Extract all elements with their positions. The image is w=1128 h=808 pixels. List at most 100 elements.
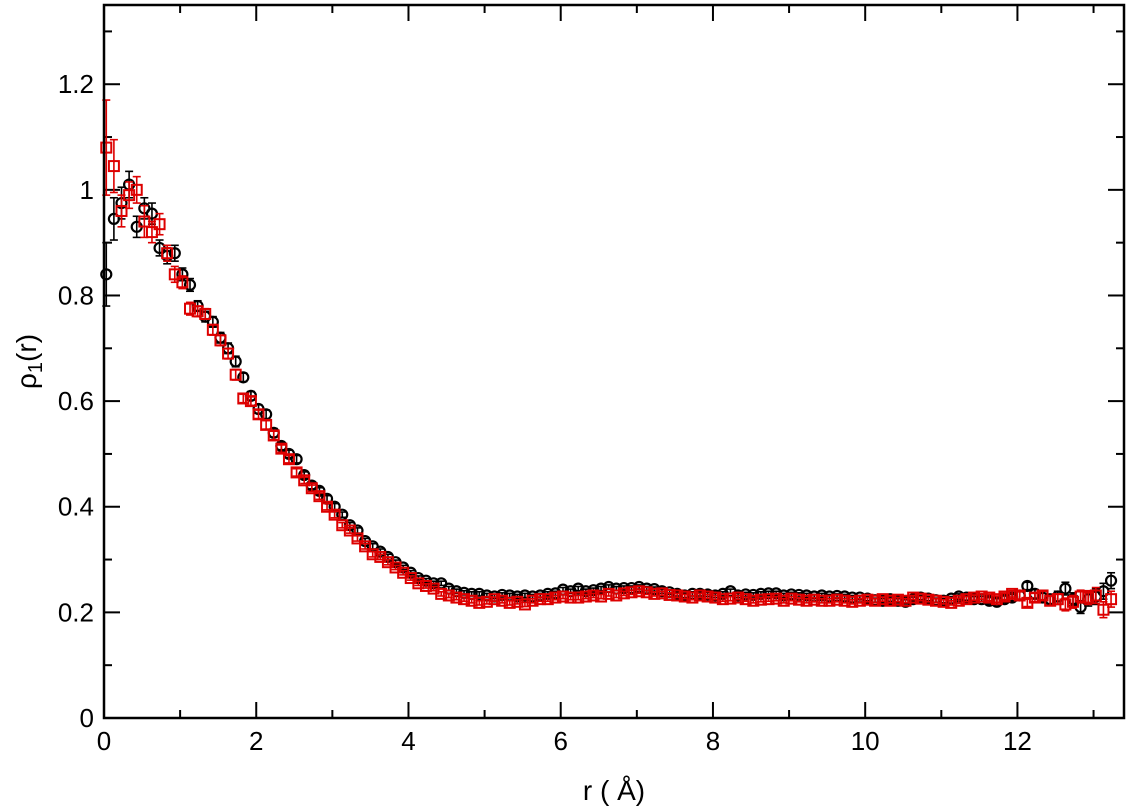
data-point-square bbox=[617, 587, 630, 600]
data-point-square bbox=[1089, 589, 1102, 602]
data-point-square bbox=[884, 594, 897, 607]
data-point-circle bbox=[290, 453, 303, 466]
data-point-square bbox=[1013, 589, 1026, 602]
data-point-square bbox=[983, 591, 996, 604]
data-point-square bbox=[762, 593, 775, 606]
x-tick-label: 0 bbox=[97, 726, 111, 756]
data-point-square bbox=[321, 500, 334, 513]
data-point-square bbox=[244, 395, 257, 408]
data-point-square bbox=[808, 593, 821, 606]
data-point-square bbox=[968, 591, 981, 604]
data-point-square bbox=[800, 594, 813, 607]
data-point-square bbox=[937, 595, 950, 608]
data-point-square bbox=[792, 593, 805, 606]
data-point-square bbox=[823, 594, 836, 607]
ticks bbox=[103, 5, 1124, 719]
data-point-square bbox=[184, 302, 197, 315]
data-point-square bbox=[534, 593, 547, 606]
data-point-square bbox=[1059, 598, 1072, 611]
data-point-square bbox=[282, 453, 295, 466]
data-point-square bbox=[754, 593, 767, 606]
data-point-square bbox=[1074, 590, 1087, 603]
data-point-circle bbox=[1104, 574, 1118, 587]
data-point-square bbox=[564, 591, 577, 604]
data-point-square bbox=[130, 183, 143, 196]
data-point-square bbox=[579, 590, 592, 603]
data-point-square bbox=[1097, 603, 1110, 616]
data-point-square bbox=[557, 590, 569, 603]
data-point-square bbox=[549, 591, 562, 604]
data-point-square bbox=[267, 429, 280, 442]
y-axis-title: ρ1(r) bbox=[11, 334, 47, 389]
y-tick-label: 1 bbox=[80, 175, 94, 205]
data-point-square bbox=[701, 590, 714, 603]
data-point-square bbox=[176, 276, 189, 289]
data-point-square bbox=[145, 226, 158, 239]
data-point-circle bbox=[1059, 582, 1072, 595]
data-point-square bbox=[952, 594, 965, 607]
data-point-square bbox=[503, 596, 516, 609]
data-point-square bbox=[587, 589, 600, 602]
data-point-square bbox=[785, 592, 798, 605]
y-tick-label: 0.4 bbox=[58, 492, 94, 522]
data-point-square bbox=[206, 323, 219, 336]
data-point-square bbox=[960, 593, 973, 606]
data-point-square bbox=[633, 585, 646, 598]
data-point-square bbox=[351, 532, 364, 545]
y-tick-label: 0.6 bbox=[58, 386, 94, 416]
data-point-square bbox=[716, 593, 729, 606]
data-point-square bbox=[1028, 591, 1041, 604]
data-point-square bbox=[222, 347, 235, 360]
data-point-square bbox=[100, 141, 113, 154]
series-squares bbox=[100, 99, 1118, 619]
data-point-square bbox=[252, 408, 265, 421]
data-point-square bbox=[831, 593, 844, 606]
data-point-square bbox=[313, 490, 326, 503]
data-point-square bbox=[975, 590, 988, 603]
x-tick-label: 8 bbox=[706, 726, 720, 756]
x-tick-label: 6 bbox=[553, 726, 567, 756]
data-point-square bbox=[153, 218, 166, 231]
data-point-square bbox=[275, 442, 288, 455]
y-tick-label: 0 bbox=[80, 703, 94, 733]
data-point-square bbox=[328, 508, 341, 521]
x-tick-label: 2 bbox=[249, 726, 263, 756]
x-tick-label: 12 bbox=[1003, 726, 1032, 756]
data-point-square bbox=[625, 586, 638, 599]
data-point-square bbox=[260, 418, 273, 431]
data-point-square bbox=[168, 268, 181, 281]
data-point-square bbox=[343, 524, 356, 537]
data-point-square bbox=[473, 596, 486, 609]
y-tick-label: 0.8 bbox=[58, 280, 94, 310]
data-point-square bbox=[907, 591, 920, 604]
data-point-square bbox=[899, 594, 912, 607]
data-point-square bbox=[1082, 591, 1095, 604]
data-point-circle bbox=[229, 355, 242, 368]
data-point-square bbox=[914, 592, 927, 605]
data-point-square bbox=[663, 588, 676, 601]
data-point-circle bbox=[168, 247, 181, 260]
data-point-square bbox=[115, 204, 128, 217]
x-axis-title: r ( Å) bbox=[583, 775, 645, 806]
data-point-square bbox=[290, 466, 303, 479]
data-point-square bbox=[648, 587, 661, 600]
data-point-square bbox=[229, 368, 242, 381]
data-point-square bbox=[518, 598, 531, 611]
data-point-square bbox=[298, 474, 311, 487]
data-point-square bbox=[891, 593, 904, 606]
data-point-square bbox=[191, 305, 204, 318]
data-point-square bbox=[161, 247, 174, 260]
series-circles bbox=[100, 170, 1118, 615]
data-point-square bbox=[199, 307, 212, 320]
data-point-square bbox=[922, 593, 935, 606]
data-point-square bbox=[359, 540, 372, 553]
data-point-square bbox=[678, 590, 691, 603]
data-point-square bbox=[1044, 594, 1057, 607]
data-point-square bbox=[846, 595, 859, 608]
data-point-square bbox=[671, 589, 684, 602]
data-point-square bbox=[861, 593, 874, 606]
plot-frame bbox=[102, 3, 1126, 720]
data-point-square bbox=[572, 591, 585, 604]
y-tick-label: 0.2 bbox=[58, 597, 94, 627]
